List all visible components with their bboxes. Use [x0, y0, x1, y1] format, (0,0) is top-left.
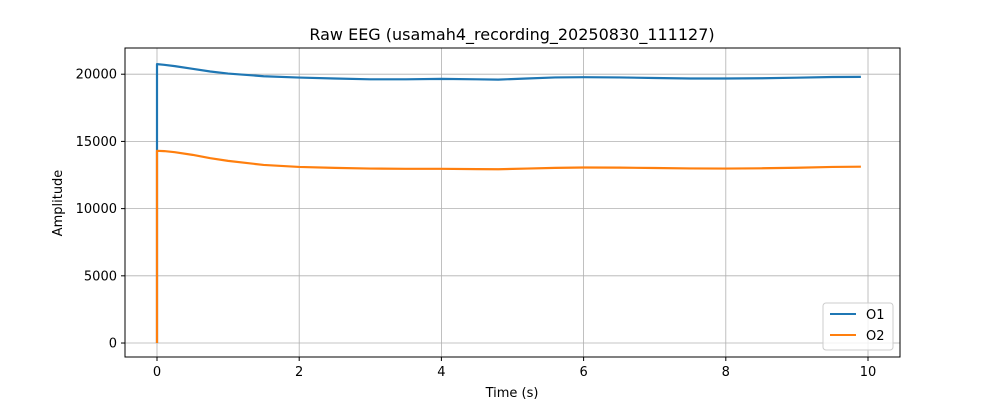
series-line-o1: [155, 63, 861, 344]
axis-ticks: 0 2 4 6 8 10 0 5000 10000 15000 20000: [76, 68, 877, 380]
x-tick-label: 6: [579, 365, 587, 380]
chart-title: Raw EEG (usamah4_recording_20250830_1111…: [309, 25, 714, 45]
y-axis-label: Amplitude: [51, 170, 66, 237]
y-tick-label: 10000: [76, 202, 117, 217]
grid-lines: [125, 48, 900, 357]
x-tick-label: 4: [437, 365, 445, 380]
x-tick-label: 10: [860, 365, 877, 380]
legend-label-o2: O2: [866, 329, 885, 344]
y-tick-label: 20000: [76, 68, 117, 83]
x-axis-label: Time (s): [485, 386, 539, 400]
series-line-o2: [155, 149, 861, 344]
legend-label-o1: O1: [866, 308, 885, 323]
series-lines: [155, 63, 861, 344]
x-tick-label: 8: [722, 365, 730, 380]
x-tick-label: 0: [153, 365, 161, 380]
y-tick-label: 0: [109, 337, 117, 352]
x-tick-label: 2: [295, 365, 303, 380]
legend: O1 O2: [822, 302, 894, 351]
y-tick-label: 15000: [76, 135, 117, 150]
y-tick-label: 5000: [84, 269, 117, 284]
plot-frame: [124, 47, 901, 358]
